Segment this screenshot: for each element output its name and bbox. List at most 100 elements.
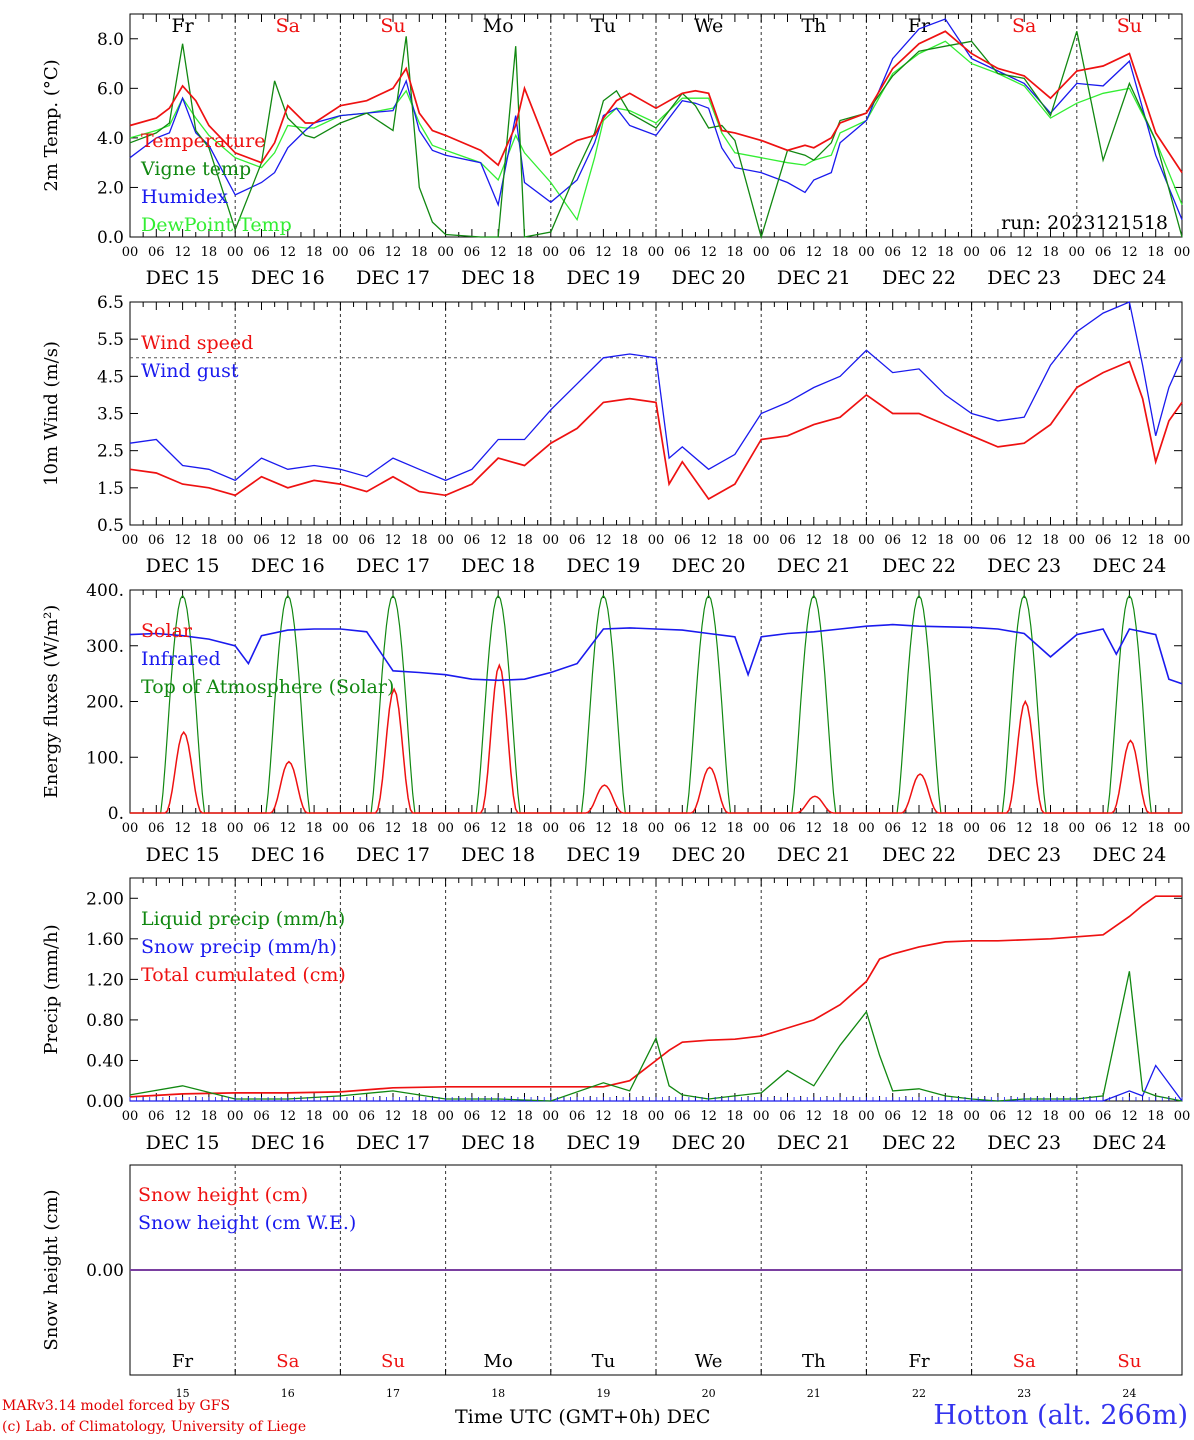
date-label: DEC 23	[987, 267, 1061, 289]
hour-tick-label: 00	[858, 245, 875, 260]
date-label: DEC 18	[461, 1132, 535, 1154]
hour-tick-label: 06	[569, 533, 586, 548]
panel-3: 00 06 12 18 00 06 12 18 00 06 12 18 00 06 12 18 00 06 12 18…	[41, 581, 1190, 866]
day-number-label: 16	[281, 1387, 295, 1400]
panel-4: 00 06 12 18 00 06 12 18 00 06 12 18 00 06 12 18 00 06 12 18…	[41, 877, 1190, 1154]
hour-tick-label: 06	[1095, 533, 1112, 548]
hour-tick-label: 12	[280, 821, 297, 836]
hour-tick-label: 12	[1016, 533, 1033, 548]
date-label: DEC 16	[251, 844, 325, 866]
date-label: DEC 17	[356, 844, 430, 866]
date-label: DEC 16	[251, 555, 325, 577]
y-tick-label: 0.0	[97, 228, 124, 248]
y-tick-label: 0.40	[86, 1051, 124, 1071]
hour-tick-label: 12	[700, 533, 717, 548]
series-solar	[130, 663, 1182, 814]
hour-tick-label: 06	[990, 245, 1007, 260]
hour-tick-label: 18	[937, 1109, 954, 1124]
day-number-label: 21	[807, 1387, 821, 1400]
date-label: DEC 21	[777, 1132, 851, 1154]
panel-2: 00 06 12 18 00 06 12 18 00 06 12 18 00 06 12 18 00 06 12 18…	[41, 293, 1190, 577]
hour-tick-label: 00	[437, 1109, 454, 1124]
hour-tick-label: 06	[990, 821, 1007, 836]
hour-tick-label: 12	[280, 245, 297, 260]
date-label: DEC 20	[672, 555, 746, 577]
hour-tick-label: 12	[806, 533, 823, 548]
date-label: DEC 20	[672, 844, 746, 866]
hour-tick-label: 06	[358, 1109, 375, 1124]
y-tick-label: 3.5	[97, 405, 124, 425]
hour-tick-label: 00	[648, 245, 665, 260]
hour-tick-label: 06	[464, 1109, 481, 1124]
y-tick-label: 0.80	[86, 1011, 124, 1031]
date-label: DEC 21	[777, 555, 851, 577]
hour-tick-label: 00	[227, 533, 244, 548]
hour-tick-label: 12	[806, 1109, 823, 1124]
date-label: DEC 24	[1092, 844, 1166, 866]
y-tick-label: 6.0	[97, 79, 124, 99]
hour-tick-label: 06	[990, 533, 1007, 548]
hour-tick-label: 18	[727, 533, 744, 548]
hour-tick-label: 12	[490, 245, 507, 260]
hour-tick-label: 00	[122, 245, 139, 260]
hour-tick-label: 06	[674, 821, 691, 836]
hour-tick-label: 00	[227, 245, 244, 260]
hour-tick-label: 00	[963, 245, 980, 260]
date-label: DEC 19	[566, 1132, 640, 1154]
hour-tick-label: 00	[332, 821, 349, 836]
hour-tick-label: 12	[700, 1109, 717, 1124]
hour-tick-label: 00	[122, 533, 139, 548]
hour-tick-label: 12	[385, 245, 402, 260]
y-axis-title: Energy fluxes (W/m²)	[41, 605, 62, 799]
hour-tick-label: 06	[674, 533, 691, 548]
hour-tick-label: 18	[306, 821, 323, 836]
date-label: DEC 24	[1092, 267, 1166, 289]
hour-tick-label: 18	[621, 821, 638, 836]
weekday-label: Fr	[908, 1351, 929, 1372]
hour-tick-label: 06	[569, 245, 586, 260]
date-label: DEC 22	[882, 844, 956, 866]
hour-tick-label: 12	[174, 821, 191, 836]
y-tick-label: 4.5	[97, 367, 124, 387]
y-tick-label: 400.	[86, 581, 124, 601]
hour-tick-label: 00	[437, 245, 454, 260]
series-top-of-atmosphere	[130, 594, 1182, 814]
series-total-cumulated-cm	[129, 895, 1182, 1098]
date-label: DEC 19	[566, 267, 640, 289]
date-label: DEC 15	[146, 844, 220, 866]
legend-snow-height-cm: Snow height (cm)	[138, 1184, 308, 1206]
hour-tick-label: 18	[621, 533, 638, 548]
hour-tick-label: 12	[911, 245, 928, 260]
day-number-label: 22	[912, 1387, 926, 1400]
hour-tick-label: 12	[1016, 245, 1033, 260]
hour-tick-label: 06	[253, 533, 270, 548]
hour-tick-label: 00	[648, 533, 665, 548]
date-label: DEC 22	[882, 267, 956, 289]
date-label: DEC 21	[777, 844, 851, 866]
hour-tick-label: 06	[358, 533, 375, 548]
hour-tick-label: 06	[674, 1109, 691, 1124]
weekday-label: Th	[802, 1351, 826, 1372]
y-tick-label: 2.00	[86, 889, 124, 909]
y-tick-label: 100.	[86, 748, 124, 768]
hour-tick-label: 12	[1016, 821, 1033, 836]
hour-tick-label: 06	[148, 821, 165, 836]
weekday-label: Fr	[172, 1351, 193, 1372]
weekday-label: Tu	[592, 1351, 616, 1372]
hour-tick-label: 18	[1042, 245, 1059, 260]
hour-tick-label: 18	[621, 1109, 638, 1124]
hour-tick-label: 18	[937, 821, 954, 836]
y-tick-label: 300.	[86, 637, 124, 657]
hour-tick-label: 00	[332, 245, 349, 260]
hour-tick-label: 00	[1174, 245, 1191, 260]
day-number-label: 24	[1122, 1387, 1136, 1400]
hour-tick-label: 06	[358, 245, 375, 260]
hour-tick-label: 00	[858, 821, 875, 836]
legend-humidex: Humidex	[141, 186, 228, 208]
hour-tick-label: 18	[832, 821, 849, 836]
series-infrared	[129, 623, 1183, 685]
hour-tick-label: 06	[464, 821, 481, 836]
date-label: DEC 15	[146, 555, 220, 577]
hour-tick-label: 12	[806, 821, 823, 836]
date-label: DEC 23	[987, 844, 1061, 866]
